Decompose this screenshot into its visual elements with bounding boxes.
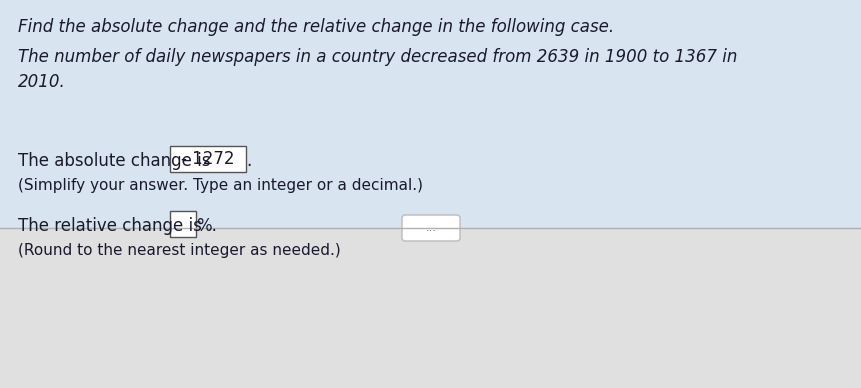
Text: The number of daily newspapers in a country decreased from 2639 in 1900 to 1367 : The number of daily newspapers in a coun… <box>18 48 736 66</box>
Text: ...: ... <box>425 223 436 233</box>
Text: The absolute change is: The absolute change is <box>18 152 215 170</box>
Text: (Round to the nearest integer as needed.): (Round to the nearest integer as needed.… <box>18 243 340 258</box>
Text: 2010.: 2010. <box>18 73 65 91</box>
Text: %.: %. <box>195 217 217 235</box>
FancyBboxPatch shape <box>170 211 195 237</box>
Text: .: . <box>245 152 251 170</box>
Text: Find the absolute change and the relative change in the following case.: Find the absolute change and the relativ… <box>18 18 613 36</box>
FancyBboxPatch shape <box>0 0 861 228</box>
Text: (Simplify your answer. Type an integer or a decimal.): (Simplify your answer. Type an integer o… <box>18 178 423 193</box>
FancyBboxPatch shape <box>0 228 861 388</box>
FancyBboxPatch shape <box>401 215 460 241</box>
Text: The relative change is: The relative change is <box>18 217 207 235</box>
FancyBboxPatch shape <box>170 146 245 172</box>
Text: - 1272: - 1272 <box>181 150 234 168</box>
